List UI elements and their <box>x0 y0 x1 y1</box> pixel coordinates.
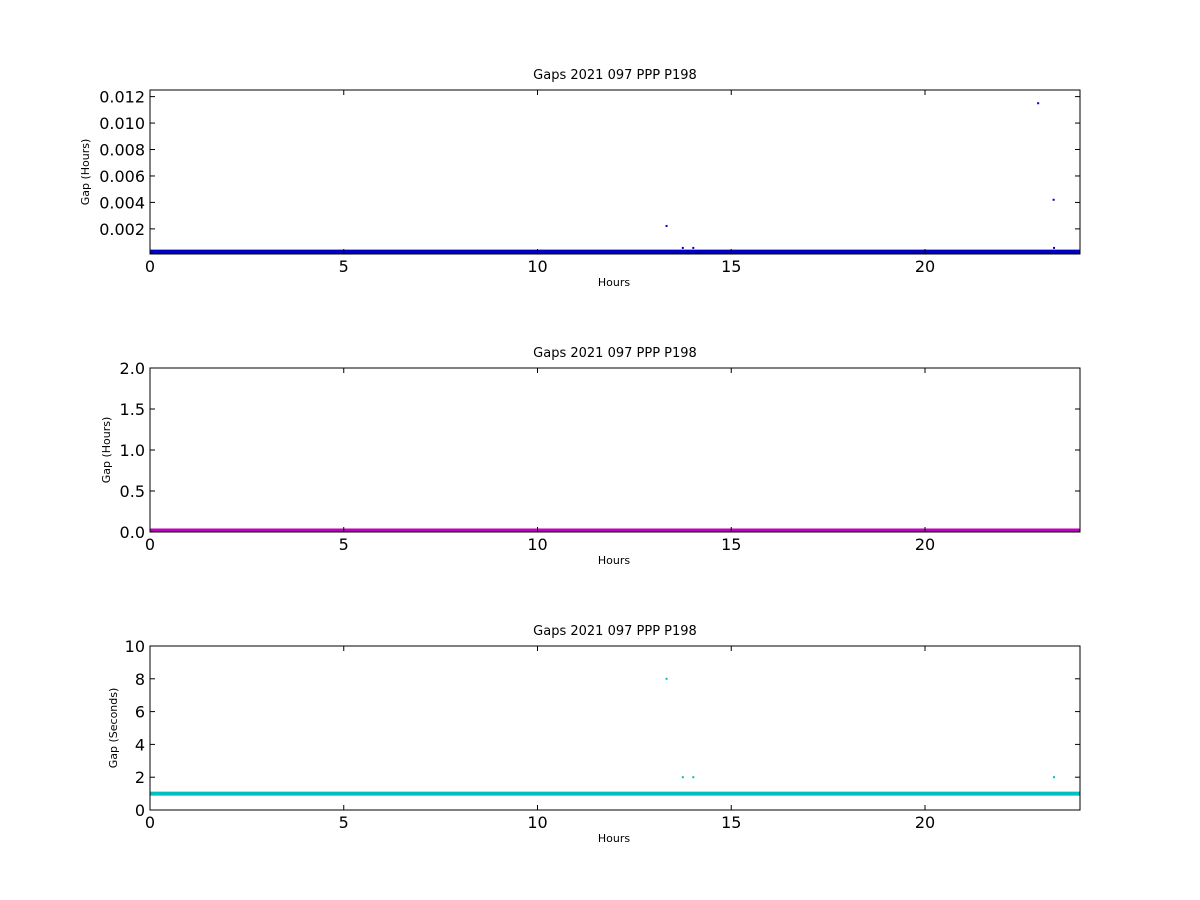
panel-1-x-tick-label: 15 <box>721 257 741 276</box>
panel-1-x-tick-label: 0 <box>145 257 155 276</box>
panel-2-y-tick-label: 1.5 <box>120 400 145 419</box>
panel-3-plot: 0 5 10 15 20 0 2 4 6 8 10 <box>125 637 1080 832</box>
panel-1-data-point-1 <box>665 224 668 227</box>
panel-1-y-axis-label: Gap (Hours) <box>79 139 92 206</box>
panel-1-x-tick-label: 10 <box>527 257 547 276</box>
panel-3-y-tick-label: 4 <box>135 735 145 754</box>
panel-3-x-axis-label: Hours <box>598 832 630 845</box>
panel-3-y-tick-label: 2 <box>135 768 145 787</box>
panel-1: Gaps 2021 097 PPP P198 0 5 10 15 20 0.002 0.00… <box>79 68 1081 289</box>
panel-3-data-point-4 <box>1053 776 1056 779</box>
panel-3-x-tick-label: 10 <box>527 813 547 832</box>
panel-2-y-tick-label: 1.0 <box>120 441 145 460</box>
panel-1-x-tick-label: 5 <box>339 257 349 276</box>
panel-3-x-tick-label: 20 <box>915 813 935 832</box>
panel-3-y-tick-label: 6 <box>135 703 145 722</box>
panel-1-x-axis-label: Hours <box>598 276 630 289</box>
panel-2-x-tick-label: 5 <box>339 535 349 554</box>
panel-2-y-tick-label: 0.0 <box>120 523 145 542</box>
panel-3-x-tick-label: 5 <box>339 813 349 832</box>
panel-1-y-tick-label: 0.010 <box>99 114 145 133</box>
panel-1-y-tick-label: 0.002 <box>99 220 145 239</box>
panel-1-plot: 0 5 10 15 20 0.002 0.004 0.006 0.008 0.010 0.012 <box>99 88 1080 276</box>
panel-2-title: Gaps 2021 097 PPP P198 <box>533 346 697 361</box>
panel-2-x-tick-label: 20 <box>915 535 935 554</box>
panel-2-y-axis-label: Gap (Hours) <box>100 417 113 484</box>
panel-3-data-point-1 <box>665 677 668 680</box>
panel-1-y-tick-label: 0.006 <box>99 167 145 186</box>
panel-3-axes-frame <box>149 645 1081 811</box>
panel-2-plot: 0 5 10 15 20 0.0 0.5 1.0 1.5 2.0 <box>120 359 1080 554</box>
panel-3-y-tick-label: 0 <box>135 801 145 820</box>
panel-1-title: Gaps 2021 097 PPP P198 <box>533 68 697 83</box>
panel-2-x-tick-label: 0 <box>145 535 155 554</box>
panel-1-y-tick-label: 0.004 <box>99 193 145 212</box>
panel-1-data-point-4 <box>1037 102 1040 105</box>
panel-1-axes-frame <box>149 89 1081 255</box>
panel-2-y-tick-label: 2.0 <box>120 359 145 378</box>
panel-3-data-point-3 <box>692 776 695 779</box>
panel-1-y-tick-label: 0.008 <box>99 141 145 160</box>
panel-1-data-point-2 <box>681 246 684 249</box>
panel-3-y-axis-label: Gap (Seconds) <box>107 688 120 769</box>
panel-1-data-point-5 <box>1052 198 1055 201</box>
panel-3-title: Gaps 2021 097 PPP P198 <box>533 624 697 639</box>
panel-1-y-tick-label: 0.012 <box>99 88 145 107</box>
panel-3-data-point-2 <box>681 776 684 779</box>
panel-1-data-point-6 <box>1053 246 1056 249</box>
panel-2: Gaps 2021 097 PPP P198 0 5 10 15 20 0.0 0.5 1.0… <box>100 346 1081 567</box>
panel-3-x-tick-label: 15 <box>721 813 741 832</box>
panel-2-axes-frame <box>149 367 1081 533</box>
panel-2-x-tick-label: 10 <box>527 535 547 554</box>
panel-2-y-tick-label: 0.5 <box>120 482 145 501</box>
panel-3-x-tick-label: 0 <box>145 813 155 832</box>
panel-3-y-tick-label: 10 <box>125 637 145 656</box>
panel-1-data-point-3 <box>692 246 695 249</box>
panel-2-x-axis-label: Hours <box>598 554 630 567</box>
panel-3-y-tick-label: 8 <box>135 670 145 689</box>
panel-3: Gaps 2021 097 PPP P198 0 5 10 15 20 0 2 4 6 8 10 H… <box>107 624 1081 845</box>
panel-1-x-tick-label: 20 <box>915 257 935 276</box>
panel-2-x-tick-label: 15 <box>721 535 741 554</box>
